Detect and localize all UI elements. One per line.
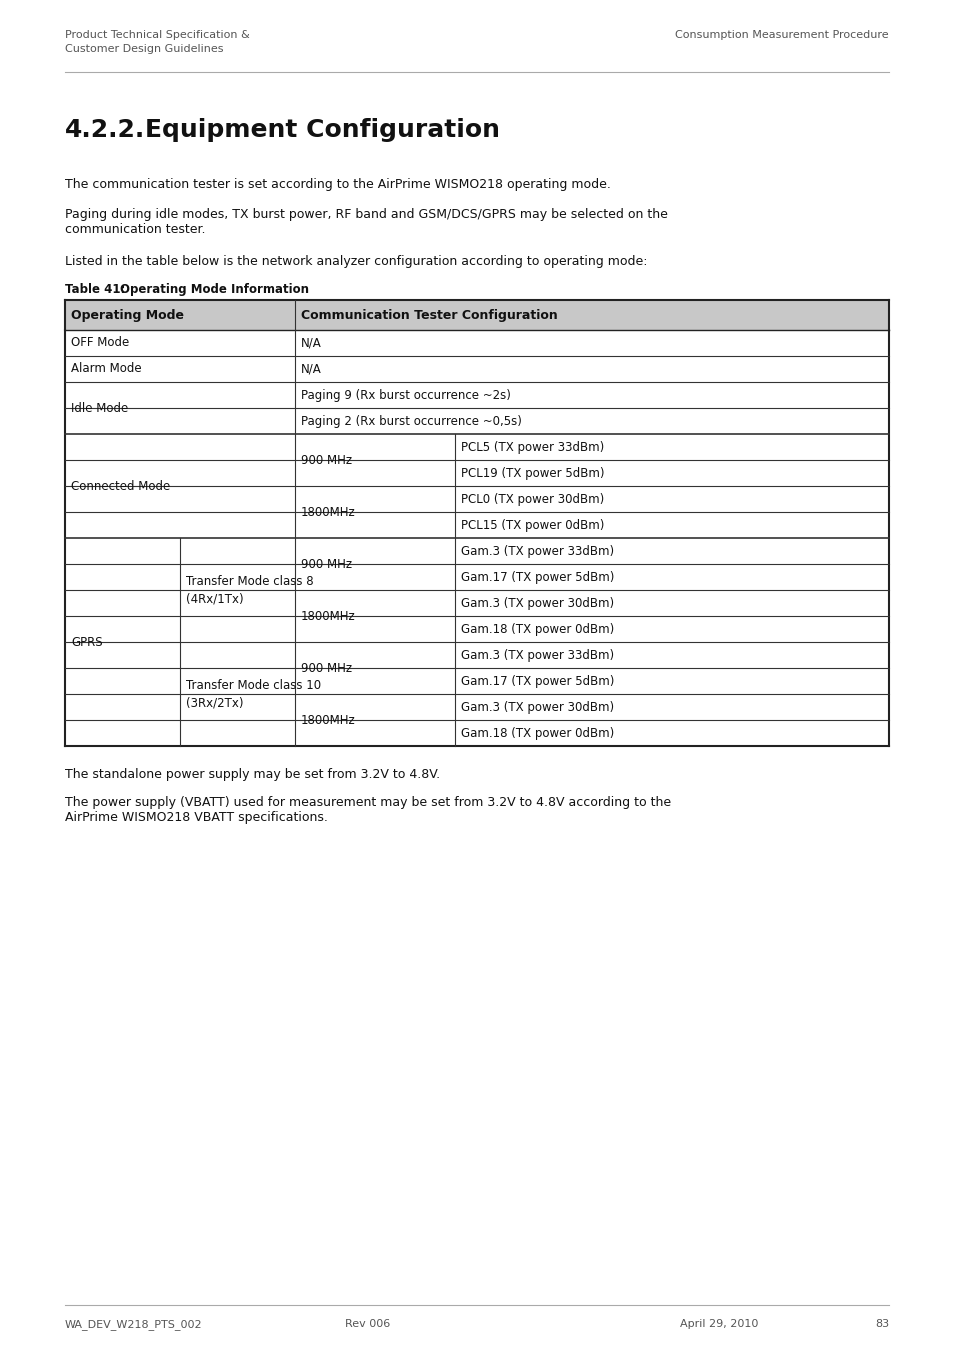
Bar <box>65 329 888 747</box>
Text: 1800MHz: 1800MHz <box>301 714 355 726</box>
Text: Operating Mode: Operating Mode <box>71 309 184 321</box>
Text: Consumption Measurement Procedure: Consumption Measurement Procedure <box>675 30 888 40</box>
Text: Rev 006: Rev 006 <box>345 1319 390 1328</box>
Text: Idle Mode: Idle Mode <box>71 401 128 414</box>
Text: GPRS: GPRS <box>71 636 103 648</box>
Text: communication tester.: communication tester. <box>65 223 205 236</box>
Text: The standalone power supply may be set from 3.2V to 4.8V.: The standalone power supply may be set f… <box>65 768 439 782</box>
Text: Product Technical Specification &: Product Technical Specification & <box>65 30 250 40</box>
Text: PCL15 (TX power 0dBm): PCL15 (TX power 0dBm) <box>460 518 604 532</box>
Text: PCL0 (TX power 30dBm): PCL0 (TX power 30dBm) <box>460 493 603 505</box>
Text: PCL5 (TX power 33dBm): PCL5 (TX power 33dBm) <box>460 440 603 454</box>
Text: Gam.18 (TX power 0dBm): Gam.18 (TX power 0dBm) <box>460 622 614 636</box>
Text: 4.2.2.: 4.2.2. <box>65 117 145 142</box>
Text: Listed in the table below is the network analyzer configuration according to ope: Listed in the table below is the network… <box>65 255 647 269</box>
Text: Table 41:: Table 41: <box>65 284 125 296</box>
Text: April 29, 2010: April 29, 2010 <box>679 1319 758 1328</box>
Text: Connected Mode: Connected Mode <box>71 479 170 493</box>
Text: Paging 9 (Rx burst occurrence ~2s): Paging 9 (Rx burst occurrence ~2s) <box>301 389 511 401</box>
Bar <box>65 300 888 329</box>
Text: Gam.3 (TX power 30dBm): Gam.3 (TX power 30dBm) <box>460 701 614 714</box>
Text: Alarm Mode: Alarm Mode <box>71 363 141 375</box>
Text: OFF Mode: OFF Mode <box>71 336 129 350</box>
Text: Gam.17 (TX power 5dBm): Gam.17 (TX power 5dBm) <box>460 675 614 687</box>
Text: Gam.18 (TX power 0dBm): Gam.18 (TX power 0dBm) <box>460 726 614 740</box>
Text: Transfer Mode class 8
(4Rx/1Tx): Transfer Mode class 8 (4Rx/1Tx) <box>186 575 314 605</box>
Text: Paging 2 (Rx burst occurrence ~0,5s): Paging 2 (Rx burst occurrence ~0,5s) <box>301 414 521 428</box>
Text: 900 MHz: 900 MHz <box>301 662 352 675</box>
Text: WA_DEV_W218_PTS_002: WA_DEV_W218_PTS_002 <box>65 1319 202 1330</box>
Text: 1800MHz: 1800MHz <box>301 609 355 622</box>
Text: Operating Mode Information: Operating Mode Information <box>120 284 309 296</box>
Text: Communication Tester Configuration: Communication Tester Configuration <box>301 309 558 321</box>
Text: Transfer Mode class 10
(3Rx/2Tx): Transfer Mode class 10 (3Rx/2Tx) <box>186 679 321 709</box>
Text: AirPrime WISMO218 VBATT specifications.: AirPrime WISMO218 VBATT specifications. <box>65 811 328 824</box>
Text: Gam.17 (TX power 5dBm): Gam.17 (TX power 5dBm) <box>460 571 614 583</box>
Text: The communication tester is set according to the AirPrime WISMO218 operating mod: The communication tester is set accordin… <box>65 178 610 190</box>
Text: 1800MHz: 1800MHz <box>301 505 355 518</box>
Text: PCL19 (TX power 5dBm): PCL19 (TX power 5dBm) <box>460 467 604 479</box>
Text: 83: 83 <box>874 1319 888 1328</box>
Text: N/A: N/A <box>301 363 321 375</box>
Text: Customer Design Guidelines: Customer Design Guidelines <box>65 45 223 54</box>
Text: Equipment Configuration: Equipment Configuration <box>145 117 499 142</box>
Text: Gam.3 (TX power 33dBm): Gam.3 (TX power 33dBm) <box>460 544 614 558</box>
Text: Gam.3 (TX power 30dBm): Gam.3 (TX power 30dBm) <box>460 597 614 609</box>
Text: The power supply (VBATT) used for measurement may be set from 3.2V to 4.8V accor: The power supply (VBATT) used for measur… <box>65 796 670 809</box>
Text: Paging during idle modes, TX burst power, RF band and GSM/DCS/GPRS may be select: Paging during idle modes, TX burst power… <box>65 208 667 221</box>
Text: N/A: N/A <box>301 336 321 350</box>
Text: 900 MHz: 900 MHz <box>301 454 352 467</box>
Text: Gam.3 (TX power 33dBm): Gam.3 (TX power 33dBm) <box>460 648 614 662</box>
Text: 900 MHz: 900 MHz <box>301 558 352 571</box>
